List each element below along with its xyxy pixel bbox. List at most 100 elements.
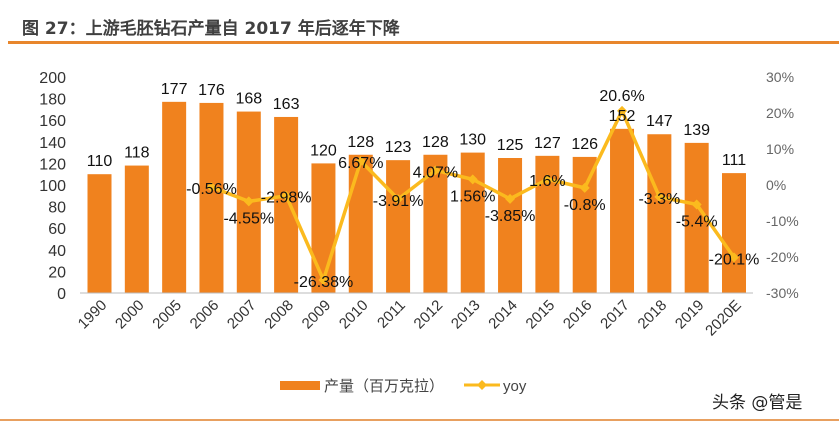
yoy-value-label: -0.56% — [186, 181, 237, 198]
yoy-point — [206, 182, 217, 193]
yoy-point — [505, 193, 516, 204]
bar — [610, 128, 635, 293]
yoy-point — [393, 194, 404, 205]
bar — [498, 158, 523, 293]
bar-value-label: 111 — [722, 152, 746, 169]
yoy-point — [281, 190, 292, 201]
x-tick-label: 2020E — [702, 297, 745, 340]
y-left-tick-label: 0 — [57, 286, 66, 303]
bar-value-label: 125 — [497, 137, 524, 154]
bar — [647, 134, 672, 293]
y-left-tick-label: 200 — [39, 70, 66, 87]
title-rule — [8, 41, 839, 44]
y-left-tick-label: 60 — [48, 221, 66, 238]
y-right-tick-label: 0% — [766, 177, 786, 193]
bar-value-label: 177 — [161, 81, 188, 98]
bar-value-label: 176 — [198, 82, 225, 99]
yoy-value-label: -5.4% — [676, 213, 718, 230]
x-tick-label: 2007 — [224, 297, 260, 333]
x-tick-label: 2014 — [485, 297, 521, 333]
bar-value-label: 118 — [124, 145, 150, 162]
bar-value-label: 139 — [683, 122, 710, 139]
yoy-value-label: 1.56% — [450, 188, 495, 205]
y-right-tick-label: -30% — [766, 285, 799, 301]
y-right-tick-label: -10% — [766, 213, 799, 229]
bar — [386, 160, 411, 293]
bar-value-label: 126 — [571, 136, 598, 153]
x-tick-label: 2017 — [597, 297, 633, 333]
yoy-value-label: -0.8% — [564, 197, 606, 214]
bottom-rule — [0, 419, 839, 421]
x-tick-label: 2010 — [336, 297, 372, 333]
y-left-tick-label: 180 — [39, 92, 66, 109]
bar-value-label: 127 — [534, 135, 561, 152]
x-tick-label: 2005 — [149, 297, 185, 333]
yoy-value-label: 20.6% — [599, 88, 644, 105]
x-tick-label: 2011 — [374, 297, 409, 332]
y-right-tick-label: 10% — [766, 141, 794, 157]
y-left-tick-label: 100 — [39, 178, 66, 195]
yoy-point — [542, 174, 553, 185]
watermark: 头条 @管是 — [712, 393, 803, 413]
yoy-value-label: -20.1% — [709, 251, 760, 268]
bar-value-label: 123 — [385, 139, 412, 156]
yoy-point — [654, 191, 665, 202]
bar-value-label: 130 — [459, 132, 486, 149]
yoy-value-label: 1.6% — [529, 173, 565, 190]
legend-bar-swatch — [280, 381, 320, 390]
yoy-value-label: -4.55% — [223, 210, 274, 227]
y-left-tick-label: 120 — [39, 156, 66, 173]
bar — [199, 102, 224, 293]
legend-label-production: 产量（百万克拉） — [324, 378, 444, 395]
x-tick-label: 2013 — [448, 297, 484, 333]
yoy-value-label: 6.67% — [338, 155, 383, 172]
bar-value-label: 163 — [273, 96, 300, 113]
x-tick-label: 2008 — [261, 297, 297, 333]
yoy-point — [243, 196, 254, 207]
bar — [348, 154, 373, 293]
bar-value-label: 128 — [422, 134, 449, 151]
y-left-tick-label: 160 — [39, 113, 66, 130]
yoy-point — [579, 182, 590, 193]
yoy-value-label: -3.91% — [373, 193, 424, 210]
legend-label-yoy: yoy — [503, 378, 527, 395]
yoy-point — [430, 165, 441, 176]
yoy-point — [729, 252, 739, 263]
bar — [572, 156, 597, 293]
bar — [274, 116, 299, 294]
yoy-point — [467, 174, 478, 185]
x-tick-label: 2009 — [299, 297, 335, 333]
bar — [87, 174, 112, 293]
bar — [311, 163, 336, 293]
y-right-tick-label: 30% — [766, 69, 794, 85]
legend-diamond-icon — [477, 380, 487, 390]
bar — [722, 173, 746, 293]
bar-value-label: 168 — [235, 91, 262, 108]
yoy-value-label: 4.07% — [413, 164, 458, 181]
bar — [162, 101, 187, 293]
yoy-value-label: -3.85% — [485, 208, 536, 225]
yoy-value-label: -2.98% — [261, 190, 312, 207]
x-tick-label: 2018 — [635, 297, 671, 333]
x-tick-label: 2012 — [411, 297, 447, 333]
x-tick-label: 2000 — [112, 297, 148, 333]
x-tick-label: 2016 — [560, 297, 596, 333]
yoy-value-label: -3.3% — [638, 191, 680, 208]
x-tick-label: 2006 — [187, 297, 223, 333]
yoy-value-label: -26.38% — [294, 274, 354, 291]
yoy-point — [355, 155, 366, 166]
bar-value-label: 128 — [347, 134, 374, 151]
yoy-point — [691, 199, 702, 210]
x-tick-label: 2015 — [523, 297, 559, 333]
y-right-tick-label: -20% — [766, 249, 799, 265]
yoy-point — [318, 274, 329, 285]
y-left-tick-label: 40 — [48, 243, 66, 260]
bar — [124, 165, 149, 293]
y-left-tick-label: 80 — [48, 200, 66, 217]
figure-title: 图 27：上游毛胚钻石产量自 2017 年后逐年下降 — [22, 19, 400, 39]
y-left-tick-label: 20 — [48, 264, 66, 281]
yoy-point — [617, 105, 628, 116]
bar-value-label: 120 — [310, 142, 337, 159]
y-left-tick-label: 140 — [39, 135, 66, 152]
